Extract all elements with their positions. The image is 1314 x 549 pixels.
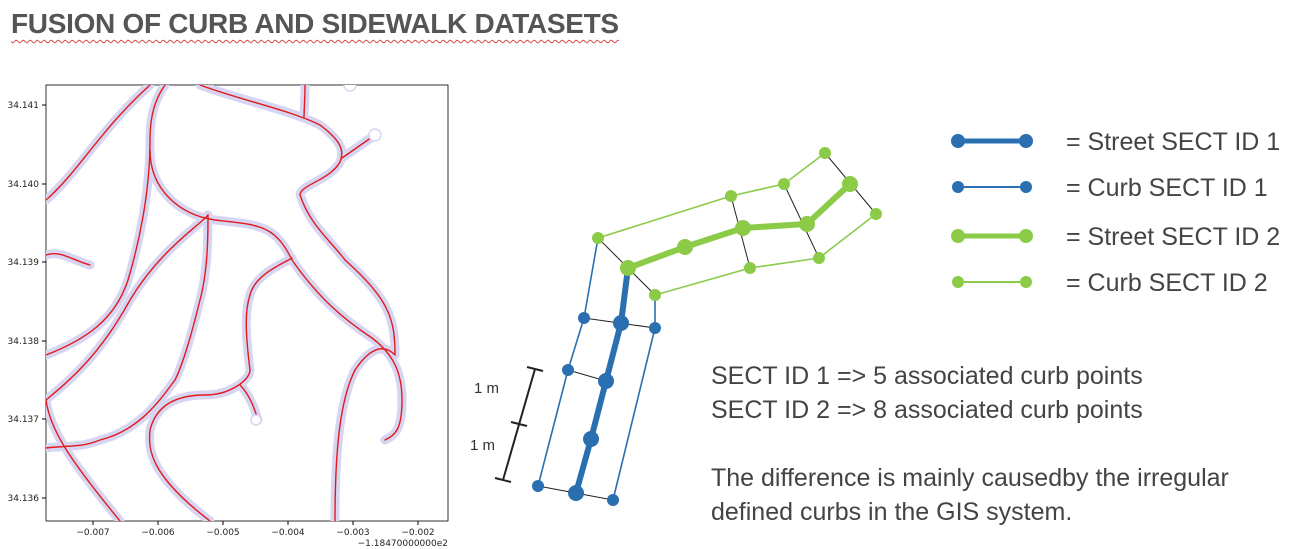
x-tick-label: −0.005 — [206, 528, 239, 538]
y-tick-label: 34.139 — [8, 258, 40, 268]
x-tick-label: −0.004 — [271, 528, 305, 538]
page-title: FUSION OF CURB AND SIDEWALK DATASETS — [11, 8, 619, 39]
note-line-4: defined curbs in the GIS system. — [711, 498, 1073, 526]
scale-label: 1 m — [474, 380, 499, 397]
scale-label: 1 m — [470, 437, 495, 454]
curb-lines — [46, 85, 403, 521]
y-axis-ticks: 34.141 34.140 34.139 34.138 34.137 34.13… — [8, 101, 46, 504]
street-sect-1-points — [568, 315, 629, 501]
x-tick-label: −0.003 — [336, 528, 369, 538]
sect-diagram: 1 m 1 m — [470, 147, 882, 506]
curb-sect-1-points — [532, 312, 661, 506]
curb-sect-2-points — [592, 147, 882, 301]
y-tick-label: 34.140 — [8, 180, 40, 190]
legend-label: = Street SECT ID 1 — [1066, 128, 1280, 156]
x-tick-label: −0.002 — [401, 528, 434, 538]
legend-item-curb-2: = Curb SECT ID 2 — [952, 269, 1268, 297]
y-tick-label: 34.138 — [8, 337, 40, 347]
x-axis-ticks: −0.007 −0.006 −0.005 −0.004 −0.003 −0.00… — [76, 521, 448, 549]
curb-sect-2-lines — [597, 152, 877, 296]
legend-item-street-1: = Street SECT ID 1 — [951, 128, 1280, 156]
x-tick-label: −0.007 — [76, 528, 109, 538]
scale-bar — [494, 366, 544, 483]
y-tick-label: 34.141 — [8, 101, 40, 111]
note-line-3: The difference is mainly causedby the ir… — [711, 464, 1229, 492]
y-tick-label: 34.137 — [8, 415, 40, 425]
y-tick-label: 34.136 — [8, 494, 40, 504]
x-tick-label: −0.006 — [141, 528, 175, 538]
legend: = Street SECT ID 1 = Curb SECT ID 1 = St… — [951, 128, 1280, 297]
map-plot: 34.141 34.140 34.139 34.138 34.137 34.13… — [8, 84, 449, 549]
legend-item-curb-1: = Curb SECT ID 1 — [952, 174, 1268, 202]
legend-label: = Curb SECT ID 2 — [1066, 269, 1268, 297]
legend-label: = Curb SECT ID 1 — [1066, 174, 1268, 202]
legend-item-street-2: = Street SECT ID 2 — [951, 223, 1280, 251]
note-line-1: SECT ID 1 => 5 associated curb points — [711, 362, 1143, 390]
legend-label: = Street SECT ID 2 — [1066, 223, 1280, 251]
street-sect-2-points — [620, 176, 858, 276]
x-offset-label: −1.18470000000e2 — [358, 539, 448, 549]
note-line-2: SECT ID 2 => 8 associated curb points — [711, 396, 1143, 424]
